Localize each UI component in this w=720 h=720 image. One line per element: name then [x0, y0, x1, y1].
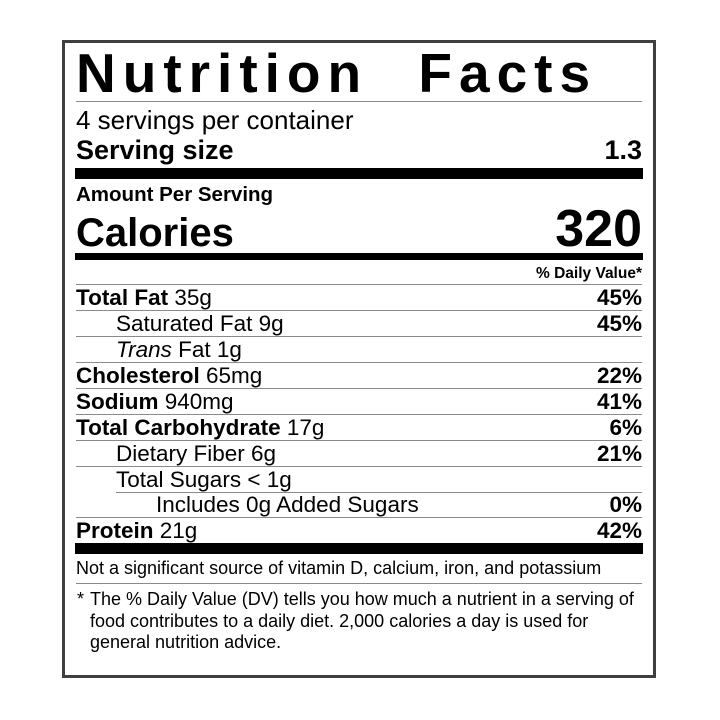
nutrient-row-protein: Protein 21g 42%	[76, 518, 642, 543]
serving-size-value: 1.3	[604, 135, 642, 165]
nutrient-percent: 22%	[596, 363, 642, 388]
nutrient-row-dietary-fiber: Dietary Fiber 6g 21%	[76, 441, 642, 467]
thick-divider-bar-bottom	[75, 543, 643, 554]
nutrient-name: Includes 0g Added Sugars	[156, 492, 419, 517]
nutrient-name: Total Sugars < 1g	[116, 467, 292, 492]
nutrient-row-added-sugars: Includes 0g Added Sugars 0%	[76, 492, 642, 518]
footnote-asterisk: *	[77, 589, 85, 609]
thick-divider-bar	[75, 168, 643, 179]
nutrient-percent: 45%	[596, 311, 642, 336]
medium-divider-bar	[75, 253, 643, 260]
nutrient-percent: 6%	[609, 415, 642, 440]
calories-row: Calories 320	[76, 200, 642, 258]
nutrient-percent: 45%	[596, 285, 642, 310]
nutrient-name: Cholesterol 65mg	[76, 363, 263, 388]
not-significant-note: Not a significant source of vitamin D, c…	[76, 554, 642, 584]
nutrient-percent: 41%	[596, 389, 642, 414]
nutrient-row-total-sugars: Total Sugars < 1g	[76, 467, 642, 492]
nutrient-row-trans-fat: Trans Fat 1g	[76, 337, 642, 363]
nutrient-name: Dietary Fiber 6g	[116, 441, 277, 466]
nutrient-percent: 21%	[596, 441, 642, 466]
nutrient-row-saturated-fat: Saturated Fat 9g 45%	[76, 311, 642, 337]
nutrient-row-total-fat: Total Fat 35g 45%	[76, 285, 642, 311]
daily-value-header: % Daily Value*	[76, 262, 642, 285]
nutrient-name: Protein 21g	[76, 518, 198, 543]
nutrient-name: Total Carbohydrate 17g	[76, 415, 325, 440]
nutrient-name: Sodium 940mg	[76, 389, 234, 414]
serving-size-label: Serving size	[76, 135, 234, 165]
daily-value-footnote: * The % Daily Value (DV) tells you how m…	[76, 584, 642, 654]
nutrient-row-sodium: Sodium 940mg 41%	[76, 389, 642, 415]
label-title: Nutrition Facts	[76, 43, 642, 102]
nutrient-name: Total Fat 35g	[76, 285, 212, 310]
nutrient-percent: 0%	[609, 492, 642, 517]
nutrient-name: Saturated Fat 9g	[116, 311, 284, 336]
footnote-text: The % Daily Value (DV) tells you how muc…	[90, 589, 634, 652]
calories-value: 320	[555, 200, 642, 258]
nutrient-percent: 42%	[596, 518, 642, 543]
calories-label: Calories	[76, 211, 234, 255]
amount-per-serving-label: Amount Per Serving	[76, 183, 274, 206]
serving-size-row: Serving size 1.3	[76, 136, 642, 168]
nutrition-facts-label: Nutrition Facts 4 servings per container…	[62, 40, 656, 678]
nutrient-row-total-carbohydrate: Total Carbohydrate 17g 6%	[76, 415, 642, 441]
nutrient-name: Trans Fat 1g	[116, 337, 242, 362]
nutrient-row-cholesterol: Cholesterol 65mg 22%	[76, 363, 642, 389]
servings-per-container: 4 servings per container	[76, 105, 354, 135]
